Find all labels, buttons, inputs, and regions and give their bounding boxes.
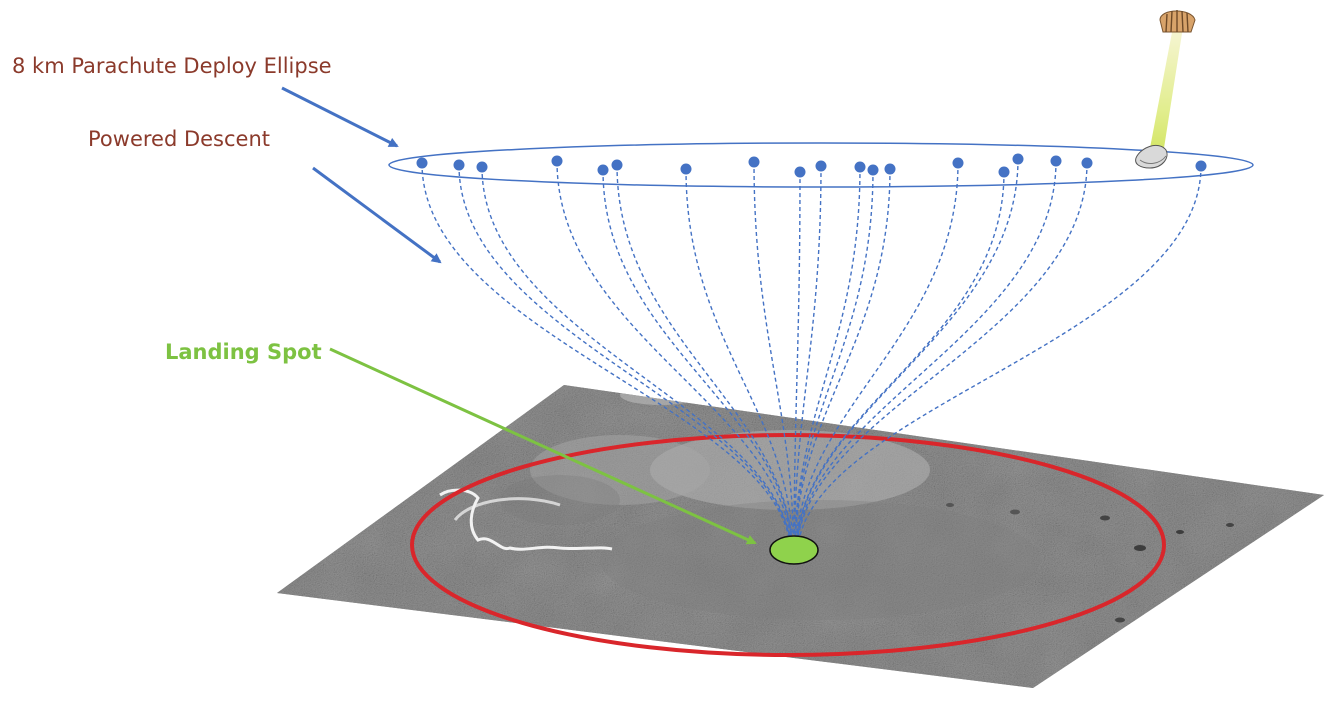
deploy-point — [680, 163, 692, 175]
deploy-point — [551, 155, 563, 167]
parachute-ellipse-arrow — [281, 86, 399, 148]
landing-spot-label: Landing Spot — [165, 340, 322, 364]
powered-descent-label: Powered Descent — [88, 127, 270, 151]
deploy-point — [1195, 160, 1207, 172]
deploy-point — [854, 161, 866, 173]
descent-path — [753, 161, 795, 547]
deploy-point — [867, 164, 879, 176]
deploy-point — [1081, 157, 1093, 169]
deploy-point — [998, 166, 1010, 178]
descent-path — [795, 160, 1057, 547]
powered-descent-arrow — [312, 166, 442, 264]
parachute-deploy-ellipse — [388, 142, 1254, 188]
descent-path — [616, 164, 793, 547]
descent-path — [421, 162, 791, 547]
descent-path — [796, 162, 1088, 547]
descent-path — [797, 165, 1202, 547]
parachute-deploy-points — [416, 153, 1207, 178]
deploy-point — [611, 159, 623, 171]
descent-path — [793, 171, 801, 547]
parachute-backshell-icon — [1135, 10, 1196, 169]
descent-path — [685, 168, 794, 547]
deploy-point — [1050, 155, 1062, 167]
descent-path — [481, 166, 792, 547]
landing-spot-marker — [769, 535, 819, 565]
descent-path — [794, 162, 959, 547]
landing-spot-arrow — [329, 347, 757, 545]
descent-path — [794, 169, 874, 547]
descent-path — [793, 166, 861, 547]
deploy-point — [453, 159, 465, 171]
deploy-point — [416, 157, 428, 169]
deploy-point — [748, 156, 760, 168]
descent-trajectories — [421, 158, 1202, 547]
deploy-point — [1012, 153, 1024, 165]
descent-path — [458, 164, 792, 547]
deploy-point — [794, 166, 806, 178]
deploy-point — [476, 161, 488, 173]
deploy-point — [952, 157, 964, 169]
descent-path — [556, 160, 793, 547]
target-landing-ellipse — [410, 433, 1166, 657]
descent-path — [795, 158, 1019, 547]
descent-path — [793, 165, 822, 547]
deploy-point — [884, 163, 896, 175]
parachute-ellipse-label: 8 km Parachute Deploy Ellipse — [12, 54, 332, 78]
deploy-point — [597, 164, 609, 176]
descent-path — [602, 169, 793, 547]
descent-path — [795, 171, 1005, 547]
deploy-point — [815, 160, 827, 172]
descent-path — [794, 168, 891, 547]
